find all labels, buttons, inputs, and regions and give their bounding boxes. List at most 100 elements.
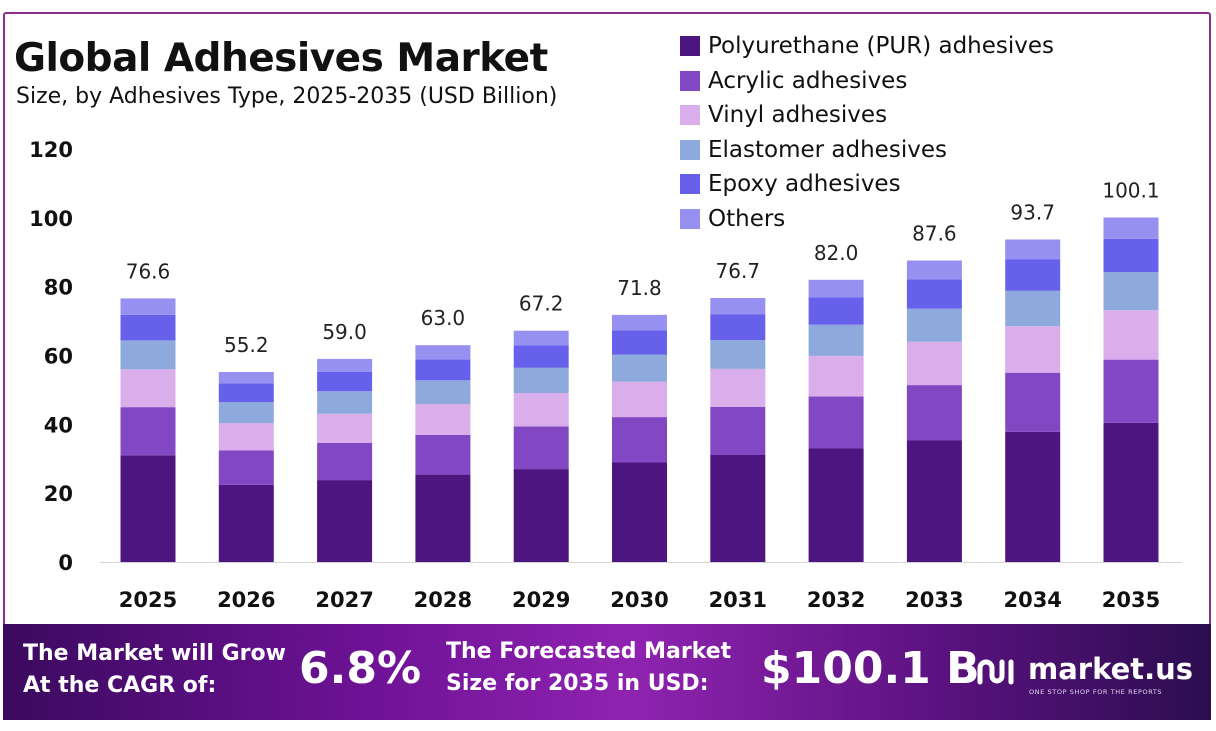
bar-segment <box>612 314 667 331</box>
bar-segment <box>218 423 274 451</box>
y-tick-label: 20 <box>44 482 73 506</box>
bar-segment <box>415 435 471 475</box>
bar-segment <box>120 407 176 456</box>
legend-swatch <box>680 174 700 195</box>
legend-label: Polyurethane (PUR) adhesives <box>708 33 1055 60</box>
y-tick-label: 60 <box>44 345 73 369</box>
brand-tagline: ONE STOP SHOP FOR THE REPORTS <box>1029 688 1163 696</box>
bar-total-label: 55.2 <box>224 333 269 357</box>
x-tick-label: 2029 <box>512 588 570 612</box>
bar-segment <box>1005 259 1061 291</box>
bar-segment <box>120 314 176 341</box>
bar-total-label: 67.2 <box>519 292 564 316</box>
x-tick-label: 2031 <box>709 588 767 612</box>
legend-swatch <box>680 36 700 57</box>
bar-segment <box>1005 239 1061 260</box>
legend-item: Acrylic adhesives <box>680 64 1054 99</box>
legend-swatch <box>680 105 700 126</box>
bar-segment <box>513 469 569 562</box>
bar-segment <box>1103 272 1159 311</box>
bar-segment <box>1005 326 1061 373</box>
bar-segment <box>317 480 373 562</box>
forecast-label-line1: The Forecasted Market <box>446 639 732 664</box>
bar-segment <box>513 330 569 346</box>
x-tick-label: 2026 <box>217 588 275 612</box>
forecast-label-line2: Size for 2035 in USD: <box>446 671 709 696</box>
bar-segment <box>808 355 864 397</box>
legend-swatch <box>680 139 700 160</box>
brand-name: market.us <box>1028 652 1194 686</box>
bar-segment <box>612 330 667 355</box>
bar-segment <box>218 402 274 423</box>
footer-banner: The Market will Grow At the CAGR of: 6.8… <box>3 624 1211 720</box>
bar-segment <box>1103 310 1159 360</box>
bar-segment <box>710 314 766 340</box>
y-tick-label: 80 <box>44 276 73 300</box>
cagr-value: 6.8% <box>299 643 422 694</box>
bar-segment <box>906 308 962 342</box>
y-tick-label: 40 <box>44 413 73 437</box>
x-tick-label: 2033 <box>905 588 963 612</box>
bar-segment <box>513 367 569 393</box>
forecast-label: The Forecasted Market Size for 2035 in U… <box>446 636 731 700</box>
x-tick-label: 2030 <box>610 588 668 612</box>
bar-total-label: 63.0 <box>421 306 466 330</box>
bar-segment <box>612 417 667 463</box>
legend-label: Elastomer adhesives <box>708 136 947 163</box>
legend-label: Vinyl adhesives <box>708 102 888 129</box>
legend-label: Others <box>708 205 786 232</box>
bar-segment <box>218 450 274 485</box>
x-tick-label: 2025 <box>119 588 177 612</box>
bar-total-label: 76.6 <box>126 259 171 283</box>
bar-segment <box>218 383 274 402</box>
bar-segment <box>415 359 471 381</box>
cagr-label-line2: At the CAGR of: <box>23 673 217 698</box>
bar-segment <box>120 340 176 370</box>
chart-title: Global Adhesives Market <box>14 36 548 81</box>
legend-item: Polyurethane (PUR) adhesives <box>680 29 1054 64</box>
bar-total-label: 93.7 <box>1010 201 1055 225</box>
bar-segment <box>612 381 667 418</box>
legend-label: Acrylic adhesives <box>708 67 908 94</box>
legend-swatch <box>680 70 700 91</box>
cagr-label-line1: The Market will Grow <box>23 641 286 666</box>
stacked-bar-chart: 0 20 40 60 80 100 120 76.6 2025 55.2 2026 59.0 2027 6… <box>29 138 1182 612</box>
forecast-value: $100.1 B <box>761 643 980 694</box>
bar-total-label: 87.6 <box>912 222 957 246</box>
bar-segment <box>317 413 373 443</box>
bar-segment <box>1005 290 1061 327</box>
bar-segment <box>906 341 962 386</box>
bar-segment <box>317 391 373 414</box>
bar-segment <box>1103 238 1159 273</box>
bar-segment <box>808 279 864 298</box>
legend-item: Epoxy adhesives <box>680 167 1054 202</box>
bar-segment <box>513 393 569 427</box>
bar-segment <box>710 340 766 369</box>
legend-item: Vinyl adhesives <box>680 98 1054 133</box>
legend-item: Others <box>680 202 1054 237</box>
bar-segment <box>808 396 864 449</box>
legend-label: Epoxy adhesives <box>708 171 901 198</box>
bar-segment <box>710 298 766 315</box>
bar-segment <box>906 385 962 441</box>
bar-segment <box>120 455 176 562</box>
x-tick-label: 2028 <box>414 588 472 612</box>
bar-segment <box>1103 359 1159 423</box>
bar-segment <box>710 406 766 455</box>
bar-segment <box>612 462 667 562</box>
bar-segment <box>906 440 962 562</box>
chart-subtitle: Size, by Adhesives Type, 2025-2035 (USD … <box>16 84 558 109</box>
legend-swatch <box>680 208 700 229</box>
bar-segment <box>317 371 373 392</box>
bar-segment <box>1005 431 1061 562</box>
bar-segment <box>415 345 471 360</box>
bar-segment <box>218 484 274 562</box>
y-tick-label: 100 <box>29 207 73 231</box>
bar-segment <box>317 358 373 372</box>
bar-segment <box>513 426 569 470</box>
cagr-label: The Market will Grow At the CAGR of: <box>23 638 286 702</box>
bar-segment <box>120 369 176 408</box>
x-tick-label: 2032 <box>807 588 865 612</box>
market-us-logo-icon <box>967 659 1014 685</box>
bar-segment <box>218 372 274 384</box>
